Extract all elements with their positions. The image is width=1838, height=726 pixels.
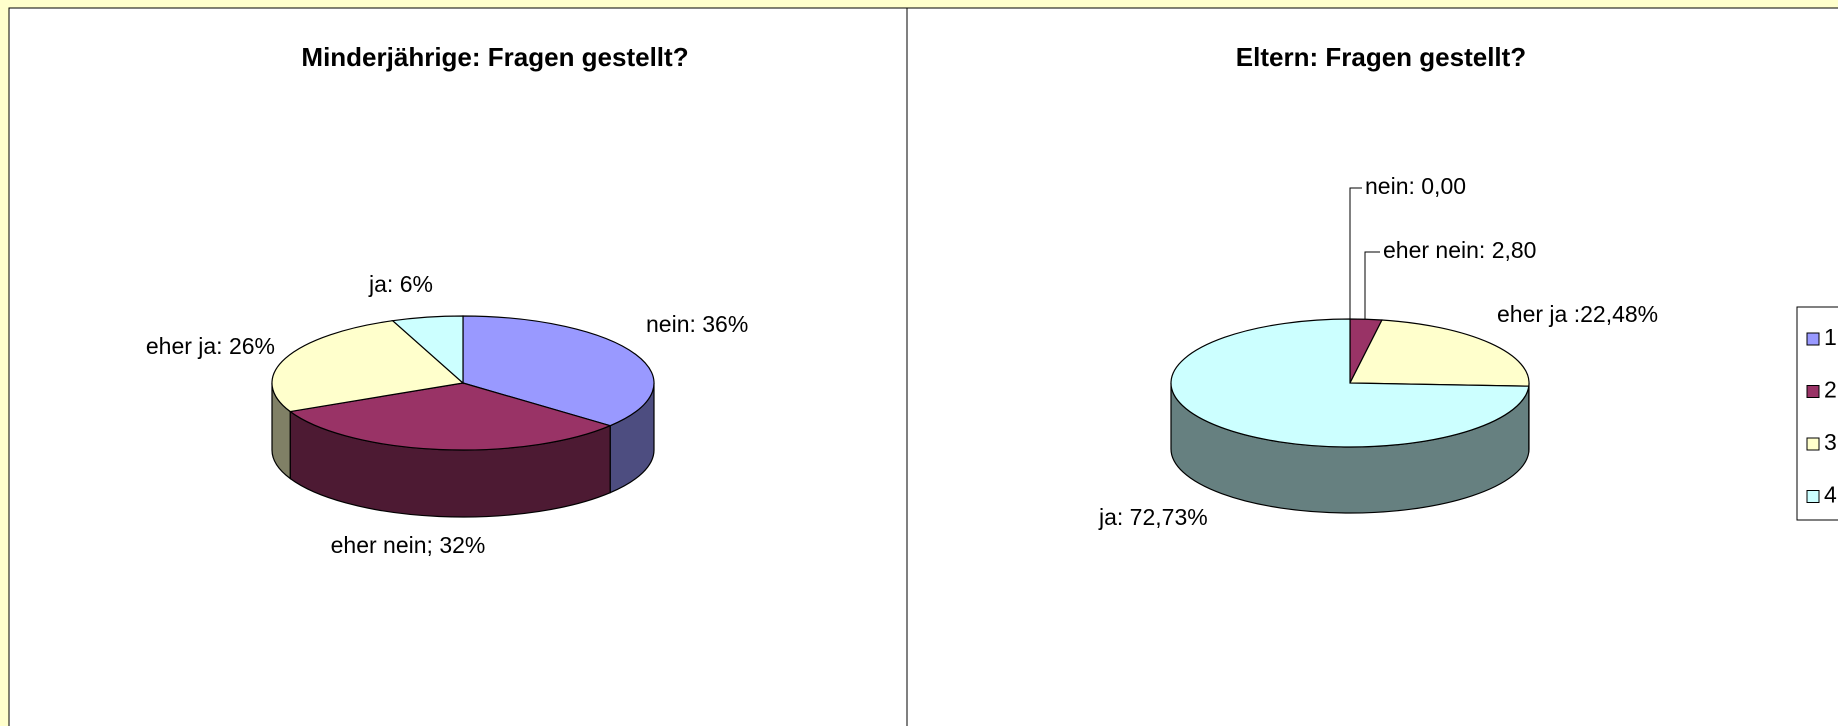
legend-swatch (1806, 332, 1820, 346)
legend-label: 3 (1824, 429, 1837, 455)
leader-line (1364, 251, 1380, 322)
legend-label: 2 (1824, 377, 1837, 403)
legend-label: 1 (1824, 324, 1837, 350)
legend-swatch (1806, 490, 1820, 503)
slice (391, 315, 464, 385)
data-label: ja: 72,73% (1098, 504, 1208, 530)
chart-title: Eltern: Fragen gestellt? (1236, 42, 1526, 72)
slice (1170, 318, 1530, 448)
data-label: eher ja :22,48% (1497, 301, 1658, 327)
data-label: ja: 6% (368, 271, 433, 297)
slice (1349, 319, 1530, 387)
data-label: eher ja: 26% (146, 333, 275, 359)
leader-line (1349, 187, 1362, 383)
legend-swatch (1806, 437, 1820, 451)
data-label: nein: 36% (646, 311, 748, 337)
data-label: eher nein: 2,80 (1383, 237, 1536, 263)
slice (271, 320, 465, 413)
chart-title: Minderjährige: Fragen gestellt? (301, 42, 688, 72)
data-label: nein: 0,00 (1365, 173, 1466, 199)
slice (288, 382, 612, 451)
legend-swatch (1806, 385, 1820, 398)
slice (462, 315, 655, 427)
legend-label: 4 (1824, 482, 1837, 508)
data-label: eher nein; 32% (331, 532, 486, 558)
